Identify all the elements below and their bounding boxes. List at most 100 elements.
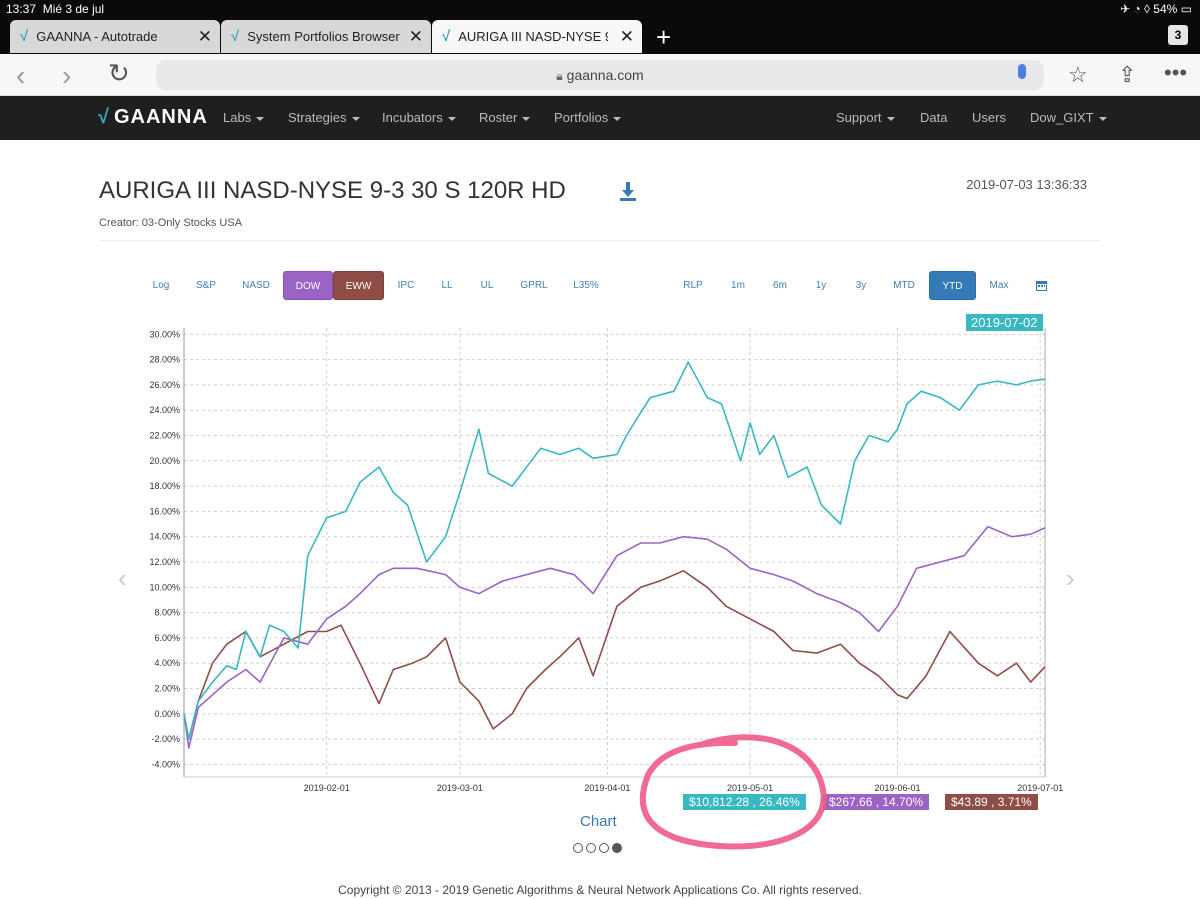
nav-users[interactable]: Users [972,110,1006,125]
dow-value-badge: $267.66 , 14.70% [823,794,930,810]
y-tick-label: -2.00% [151,734,180,744]
nav-label: Incubators [382,110,443,125]
date-text: Mié 3 de jul [42,2,105,16]
tab-title: GAANNA - Autotrade [36,29,158,44]
1m-button[interactable]: 1m [731,280,745,291]
nav-account[interactable]: Dow_GIXT [1030,110,1107,125]
y-tick-label: 8.00% [154,608,180,618]
bookmark-star-icon[interactable]: ☆ [1068,62,1088,87]
ul-button[interactable]: UL [480,280,494,291]
y-tick-label: 10.00% [149,582,180,592]
new-tab-icon[interactable]: + [656,22,672,52]
forward-icon[interactable]: › [62,60,72,91]
sp-button[interactable]: S&P [195,280,216,291]
chart-link[interactable]: Chart [580,813,617,830]
tab-auriga[interactable]: √ AURIGA III NASD-NYSE 9-3 ✕ [432,20,642,53]
caret-down-icon [447,116,456,121]
download-icon[interactable] [620,182,636,202]
series-line-portfolio [183,361,1046,740]
6m-button[interactable]: 6m [773,280,787,291]
carousel-dot-active[interactable] [612,843,622,853]
lock-icon: 🔒︎ [556,69,563,83]
caret-down-icon [522,116,531,121]
chevron-right-icon[interactable]: › [1066,563,1075,593]
microphone-icon[interactable] [1018,64,1026,79]
ipc-button[interactable]: IPC [397,280,415,291]
nav-labs[interactable]: Labs [223,110,265,125]
1y-button[interactable]: 1y [815,280,827,291]
close-icon[interactable]: ✕ [619,27,634,46]
log-button[interactable]: Log [152,280,170,291]
x-tick-label: 2019-07-01 [1017,783,1063,793]
y-tick-label: -4.00% [151,759,180,769]
rlp-button[interactable]: RLP [683,280,703,291]
y-tick-label: 18.00% [149,481,180,491]
y-tick-label: 4.00% [154,658,180,668]
carousel-dot[interactable] [573,843,583,853]
x-tick-label: 2019-04-01 [584,783,630,793]
gaanna-icon: √ [442,28,451,45]
nasd-button[interactable]: NASD [242,280,270,291]
tab-system-portfolios[interactable]: √ System Portfolios Browser ✕ [221,20,431,53]
nav-incubators[interactable]: Incubators [382,110,456,125]
nav-label: Labs [223,110,252,125]
nav-support[interactable]: Support [836,110,895,125]
y-tick-label: 2.00% [154,683,180,693]
status-bar: 13:37 Mié 3 de jul ✈ ◔ ◊ 54% ▭ [0,0,1200,18]
creator-label: Creator: 03-Only Stocks USA [99,217,243,229]
highlight-date-badge: 2019-07-02 [966,314,1043,331]
gprl-button[interactable]: GPRL [520,280,548,291]
site-navbar: √ GAANNA Labs Strategies Incubators Roste… [0,96,1200,140]
url-field[interactable]: 🔒︎ gaanna.com [156,60,1044,90]
ll-button[interactable]: LL [441,280,453,291]
gaanna-icon: √ [20,28,29,45]
caret-down-icon [886,116,895,121]
tab-title: AURIGA III NASD-NYSE 9-3 [458,29,609,44]
y-tick-label: 28.00% [149,355,180,365]
caret-down-icon [256,116,265,121]
carousel-dot[interactable] [586,843,596,853]
series-line-eww [183,569,1046,740]
mtd-button[interactable]: MTD [893,280,915,291]
y-tick-label: 12.00% [149,557,180,567]
dow-button[interactable]: DOW [283,271,333,300]
nav-label: Users [972,110,1006,125]
close-icon[interactable]: ✕ [408,27,423,46]
more-icon[interactable]: ••• [1164,60,1188,85]
nav-roster[interactable]: Roster [479,110,531,125]
tab-gaanna-autotrade[interactable]: √ GAANNA - Autotrade ✕ [10,20,220,53]
brand-logo[interactable]: √ GAANNA [98,106,208,129]
eww-button[interactable]: EWW [333,271,384,300]
nav-data[interactable]: Data [920,110,947,125]
share-icon[interactable]: ⇪ [1118,62,1137,87]
divider [99,240,1101,241]
nav-label: Support [836,110,882,125]
nav-portfolios[interactable]: Portfolios [554,110,622,125]
max-button[interactable]: Max [989,280,1009,291]
close-icon[interactable]: ✕ [197,27,212,46]
reload-icon[interactable]: ↻ [108,58,130,88]
nav-strategies[interactable]: Strategies [288,110,360,125]
nav-label: Roster [479,110,518,125]
url-text: gaanna.com [566,67,644,83]
tab-strip: √ GAANNA - Autotrade ✕ √ System Portfoli… [0,18,1200,54]
carousel-dots [573,840,625,858]
y-tick-label: 22.00% [149,431,180,441]
clock-text: 13:37 [6,2,37,16]
portfolio-value-badge: $10,812.28 , 26.46% [683,794,806,810]
ytd-button[interactable]: YTD [929,271,976,300]
l35-button[interactable]: L35% [573,280,599,291]
address-bar: ‹ › ↻ 🔒︎ gaanna.com ☆ ⇪ ••• [0,54,1200,96]
3y-button[interactable]: 3y [855,280,867,291]
performance-chart: 30.00% 28.00% 26.00% 24.00% 22.00% 20.00% 18.0… [149,328,1063,793]
back-icon[interactable]: ‹ [16,60,26,91]
tab-title: System Portfolios Browser [247,29,400,44]
caret-down-icon [351,116,360,121]
tab-count-button[interactable]: 3 [1168,25,1188,45]
carousel-dot[interactable] [599,843,609,853]
y-tick-label: 24.00% [149,405,180,415]
chevron-left-icon[interactable]: ‹ [118,563,127,593]
series-line-dow [183,525,1046,749]
y-tick-label: 30.00% [149,329,180,339]
calendar-icon[interactable] [1036,280,1047,291]
